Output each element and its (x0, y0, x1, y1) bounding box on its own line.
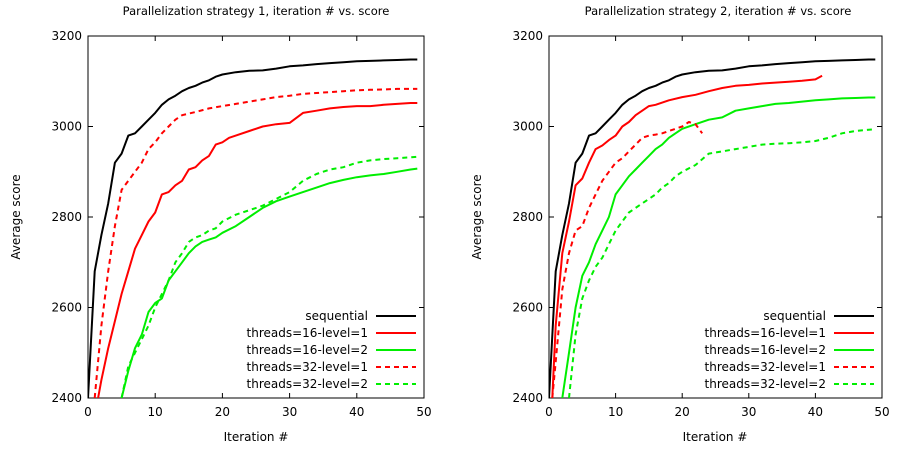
series-line-threads-32-level-1 (551, 121, 704, 398)
x-ticks-2: 0 10 20 30 40 50 (545, 36, 890, 419)
y-tick-label: 2800 (512, 210, 543, 224)
legend-2: sequential threads=16-level=1 threads=16-l… (705, 309, 874, 391)
x-tick-label: 0 (84, 405, 92, 419)
y-tick-label: 3200 (512, 29, 543, 43)
y-tick-label: 2600 (512, 301, 543, 315)
legend-label: threads=32-level=2 (247, 377, 368, 391)
legend-1: sequential threads=16-level=1 threads=16-l… (247, 309, 416, 391)
series-line-threads-32-level-2 (120, 155, 418, 398)
x-tick-label: 40 (349, 405, 364, 419)
legend-label: threads=32-level=1 (705, 360, 826, 374)
series-line-threads-16-level-2 (561, 96, 876, 398)
series-lines-1 (88, 58, 418, 398)
series-line-threads-16-level-1 (97, 102, 418, 398)
x-axis-label-2: Iteration # (683, 430, 748, 444)
series-line-threads-16-level-2 (120, 167, 418, 398)
y-tick-label: 3000 (51, 120, 82, 134)
series-line-sequential (549, 58, 876, 398)
series-line-threads-32-level-2 (568, 128, 876, 398)
x-tick-label: 20 (215, 405, 230, 419)
y-ticks-2: 2400 2600 2800 3000 3200 (512, 29, 882, 405)
y-axis-label-2: Average score (470, 174, 484, 259)
x-tick-label: 50 (416, 405, 431, 419)
legend-label: threads=16-level=1 (705, 326, 826, 340)
x-tick-label: 10 (148, 405, 163, 419)
legend-label: threads=16-level=2 (705, 343, 826, 357)
y-axis-label-1: Average score (9, 174, 23, 259)
series-line-sequential (88, 58, 418, 398)
legend-label: threads=32-level=1 (247, 360, 368, 374)
y-tick-label: 3000 (512, 120, 543, 134)
y-tick-label: 2800 (51, 210, 82, 224)
y-ticks-1: 2400 2600 2800 3000 3200 (51, 29, 424, 405)
legend-label: sequential (763, 309, 826, 323)
legend-label: threads=16-level=2 (247, 343, 368, 357)
legend-label: sequential (305, 309, 368, 323)
x-tick-label: 50 (874, 405, 889, 419)
x-tick-label: 0 (545, 405, 553, 419)
x-tick-label: 20 (675, 405, 690, 419)
x-tick-label: 40 (808, 405, 823, 419)
series-line-threads-16-level-1 (551, 74, 823, 398)
x-axis-label-1: Iteration # (224, 430, 289, 444)
x-tick-label: 10 (608, 405, 623, 419)
chart-title-2: Parallelization strategy 2, iteration # … (585, 4, 852, 18)
y-tick-label: 2600 (51, 301, 82, 315)
y-tick-label: 3200 (51, 29, 82, 43)
chart-title-1: Parallelization strategy 1, iteration # … (123, 4, 390, 18)
series-line-threads-32-level-1 (93, 87, 418, 398)
y-tick-label: 2400 (51, 391, 82, 405)
x-tick-label: 30 (741, 405, 756, 419)
legend-label: threads=32-level=2 (705, 377, 826, 391)
x-tick-label: 30 (282, 405, 297, 419)
series-lines-2 (549, 58, 876, 398)
chart-panel-2: Parallelization strategy 2, iteration # … (470, 4, 890, 444)
x-ticks-1: 0 10 20 30 40 50 (84, 36, 432, 419)
chart-panel-1: Parallelization strategy 1, iteration # … (9, 4, 432, 444)
y-tick-label: 2400 (512, 391, 543, 405)
legend-label: threads=16-level=1 (247, 326, 368, 340)
